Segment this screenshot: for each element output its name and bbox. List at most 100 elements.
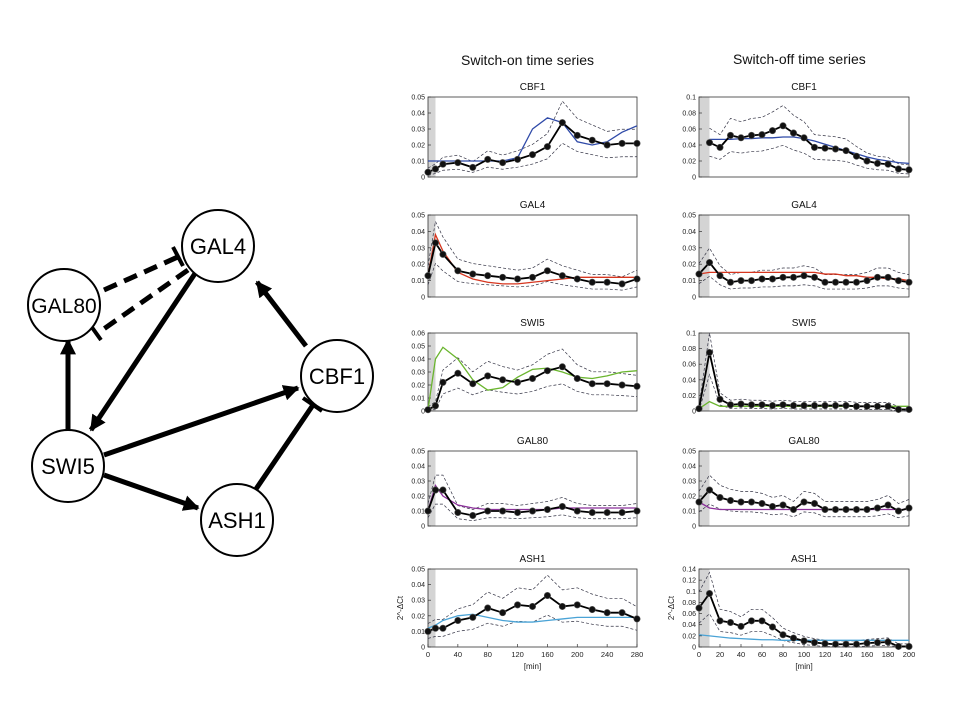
data-point <box>863 505 871 513</box>
data-point <box>514 155 522 163</box>
data-point <box>618 139 626 147</box>
plot-frame <box>698 568 910 648</box>
data-point <box>528 374 536 382</box>
x-tick-label: 40 <box>737 650 745 659</box>
chart-cbf1-switch-off: CBF1 0 0.02 0.04 0.06 0.08 0.1 <box>682 82 913 182</box>
data-point <box>852 278 860 286</box>
y-tick-label: 0.06 <box>682 362 696 369</box>
data-point <box>768 127 776 135</box>
plot-frame <box>427 450 638 527</box>
chart-title: ASH1 <box>791 554 818 565</box>
chart-title: GAL4 <box>520 200 546 211</box>
data-point <box>633 139 641 147</box>
model-fit-line <box>709 136 910 165</box>
data-point <box>842 402 850 410</box>
data-point <box>454 508 462 516</box>
data-point <box>716 272 724 280</box>
data-point <box>695 405 703 413</box>
data-point <box>831 278 839 286</box>
data-point <box>810 639 818 647</box>
x-axis-label: [min] <box>524 662 541 671</box>
data-point <box>431 486 439 494</box>
data-line <box>427 240 638 285</box>
inhibition-bar-gal4 <box>171 246 185 267</box>
y-tick-label: 0.04 <box>411 229 425 236</box>
edge-gal4-gal80-dashed-bottom <box>96 267 190 336</box>
data-point <box>884 273 892 281</box>
data-point <box>873 159 881 167</box>
data-point <box>558 363 566 371</box>
lower-bound-line <box>427 262 638 291</box>
data-point <box>431 624 439 632</box>
data-point <box>618 508 626 516</box>
y-tick-label: 0.08 <box>682 346 696 353</box>
data-point <box>737 134 745 142</box>
highlight-band <box>699 215 710 297</box>
data-point <box>894 165 902 173</box>
data-point <box>905 504 913 512</box>
data-point <box>588 278 596 286</box>
chart-title: CBF1 <box>791 82 817 93</box>
data-point <box>884 402 892 410</box>
data-point <box>842 505 850 513</box>
data-point <box>558 502 566 510</box>
model-fit-line <box>427 346 638 410</box>
upper-bound-line <box>427 474 638 510</box>
chart-gal4-switch-on: GAL4 0 0.01 0.02 0.03 0.04 0.05 <box>411 200 641 302</box>
data-point <box>884 160 892 168</box>
lower-bound-line <box>709 144 910 175</box>
y-tick-label: 0.04 <box>411 111 425 118</box>
data-point <box>768 502 776 510</box>
y-tick-label: 0.05 <box>411 95 425 102</box>
data-point <box>514 275 522 283</box>
data-point <box>800 402 808 410</box>
model-fit-line <box>427 613 637 629</box>
data-point <box>810 273 818 281</box>
y-tick-label: 0.03 <box>411 127 425 134</box>
y-tick-label: 0.02 <box>682 262 696 269</box>
data-point <box>758 617 766 625</box>
data-point <box>528 273 536 281</box>
model-fit-line <box>698 501 909 511</box>
data-point <box>514 601 522 609</box>
data-point <box>469 380 477 388</box>
data-point <box>726 131 734 139</box>
chart-gal4-switch-off: GAL4 0 0.01 0.02 0.03 0.04 0.05 <box>682 200 913 302</box>
y-tick-label: 0 <box>421 409 425 416</box>
edge-gal80-gal4-dashed-top <box>102 253 182 293</box>
data-point <box>758 499 766 507</box>
x-tick-label: 200 <box>903 650 916 659</box>
y-tick-label: 0.02 <box>411 262 425 269</box>
data-point <box>821 402 829 410</box>
y-tick-label: 0.04 <box>682 377 696 384</box>
y-tick-label: 0.02 <box>411 383 425 390</box>
x-tick-label: 40 <box>454 650 462 659</box>
y-tick-label: 0.02 <box>682 494 696 501</box>
edge-gal4-swi5 <box>88 270 199 432</box>
data-point <box>789 402 797 410</box>
data-point <box>543 367 551 375</box>
data-point <box>454 267 462 275</box>
y-tick-label: 0.01 <box>411 396 425 403</box>
data-point <box>484 507 492 515</box>
y-tick-label: 0.02 <box>411 494 425 501</box>
data-point <box>439 486 447 494</box>
data-point <box>894 405 902 413</box>
y-tick-label: 0 <box>421 524 425 531</box>
x-tick-label: 120 <box>511 650 524 659</box>
data-point <box>800 134 808 142</box>
data-line <box>698 352 909 411</box>
data-point <box>454 369 462 377</box>
data-point <box>469 163 477 171</box>
data-point <box>726 618 734 626</box>
data-point <box>558 602 566 610</box>
data-point <box>726 278 734 286</box>
data-line <box>427 121 637 174</box>
switch-off-column-title: Switch-off time series <box>733 51 866 67</box>
data-point <box>831 402 839 410</box>
plot-frame <box>698 96 910 178</box>
data-point <box>439 624 447 632</box>
data-point <box>618 280 626 288</box>
lower-bound-line <box>427 383 638 412</box>
